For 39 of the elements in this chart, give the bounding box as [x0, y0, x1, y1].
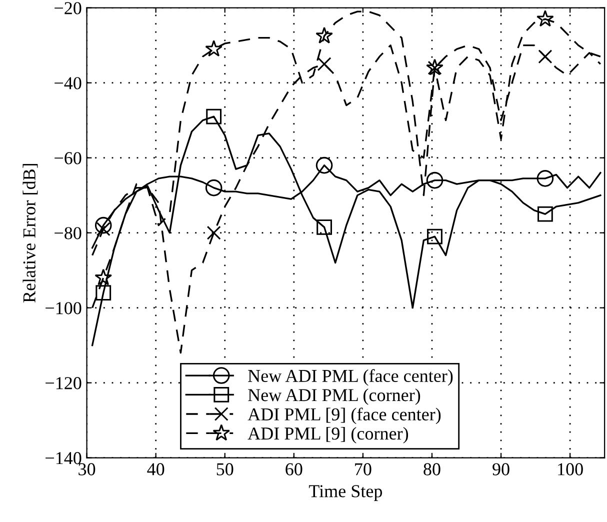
y-tick-label: −40: [54, 77, 82, 90]
point: [537, 206, 553, 222]
point: [96, 285, 112, 301]
y-axis-title: Relative Error [dB]: [22, 164, 38, 302]
y-tick-label: −100: [46, 302, 82, 314]
point: [536, 170, 554, 187]
point: [426, 172, 444, 189]
legend-label: New ADI PML (corner): [248, 388, 420, 405]
point: [96, 222, 110, 236]
point: [205, 40, 223, 57]
y-tick-label: −140: [46, 452, 82, 464]
point: [317, 57, 332, 72]
x-tick-label: 70: [355, 463, 372, 476]
x-tick-label: 50: [216, 463, 234, 476]
x-tick-label: 40: [147, 463, 164, 476]
point: [205, 179, 222, 196]
point: [316, 156, 333, 174]
x-axis-title: Time Step: [308, 485, 382, 501]
x-tick-label: 100: [558, 463, 583, 476]
point: [94, 216, 112, 234]
x-tick-label: 90: [492, 463, 510, 476]
x-tick-label: 80: [424, 463, 440, 476]
legend-label: New ADI PML (face center): [248, 369, 453, 386]
point: [538, 50, 552, 64]
point: [94, 268, 112, 286]
legend-label: ADI PML [9] (corner): [248, 426, 408, 444]
point: [206, 108, 222, 124]
legend-label: ADI PML [9] (face center): [248, 408, 441, 424]
point: [427, 228, 442, 244]
y-tick-label: −80: [54, 227, 82, 240]
y-tick-label: −20: [54, 2, 82, 14]
point: [316, 26, 333, 44]
y-tick-label: −60: [54, 152, 82, 164]
y-tick-label: −120: [46, 377, 82, 390]
point: [536, 10, 554, 27]
x-tick-label: 60: [286, 463, 302, 476]
point: [206, 226, 221, 240]
x-tick-label: 30: [78, 463, 96, 476]
point: [316, 219, 332, 235]
